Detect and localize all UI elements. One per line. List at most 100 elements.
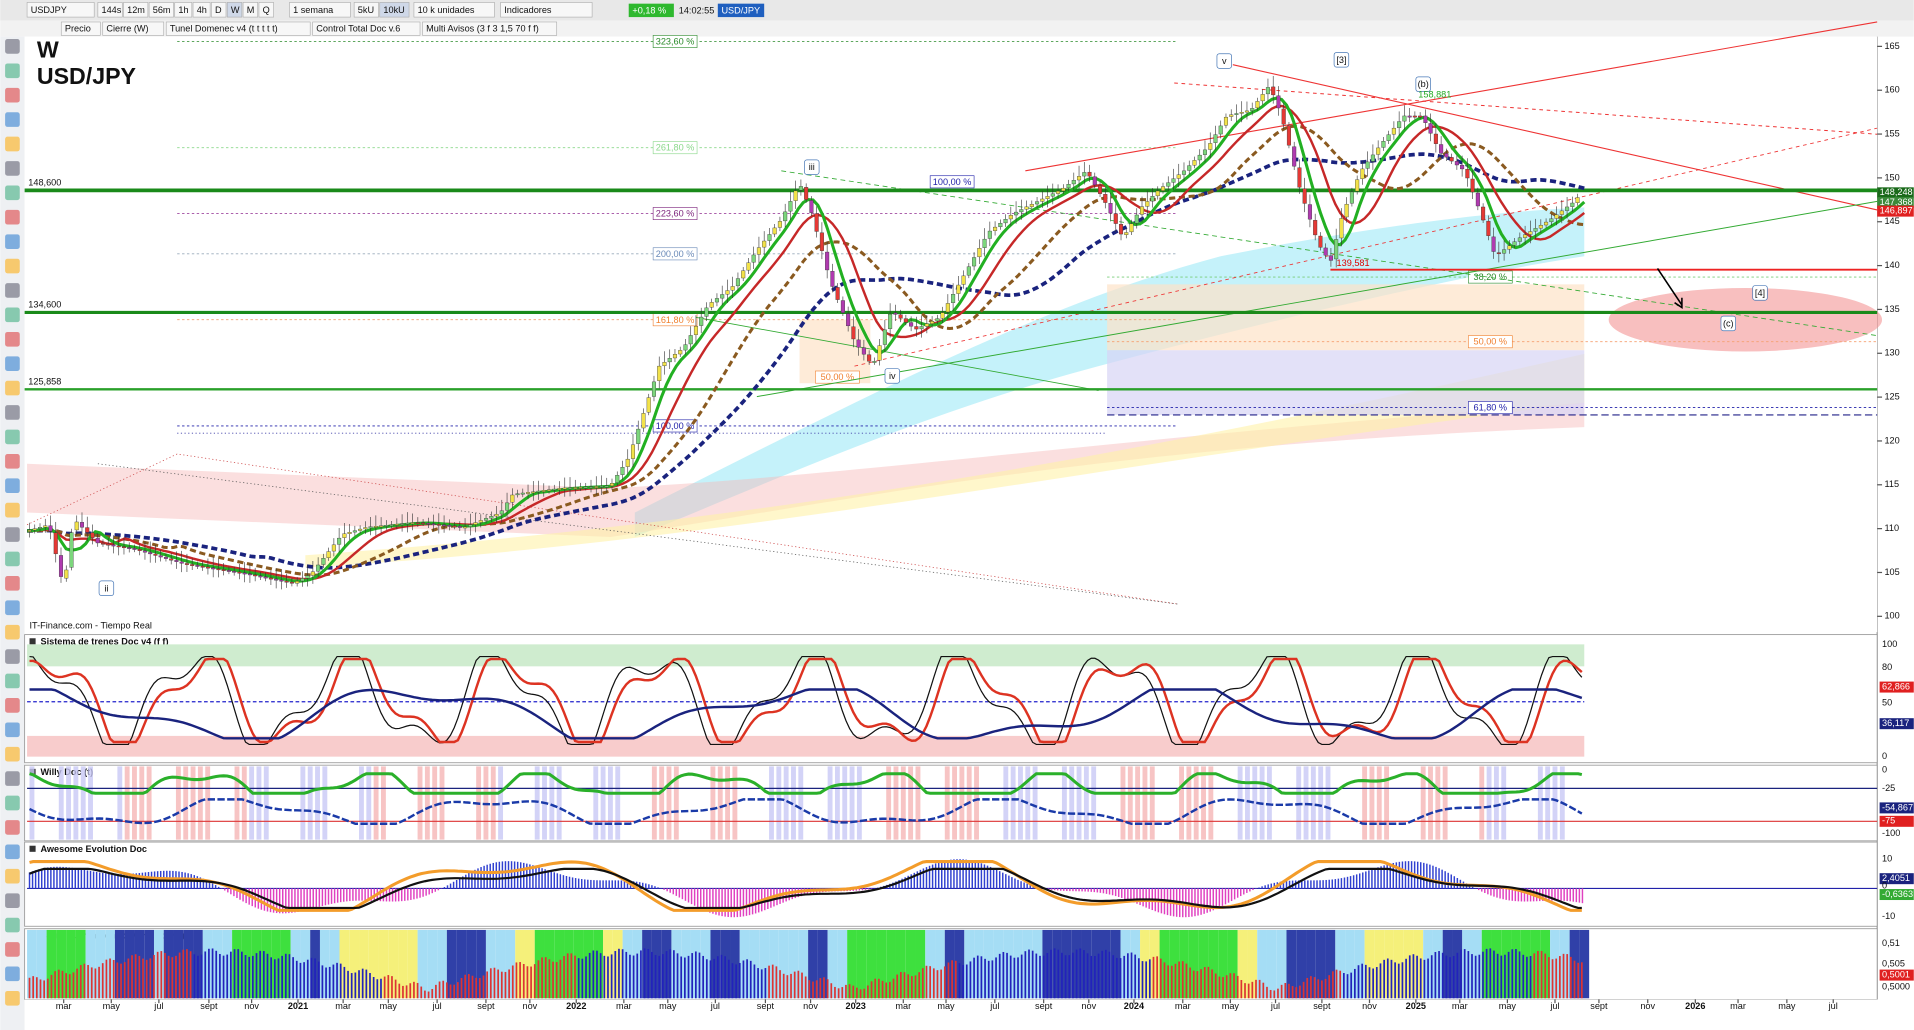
tool-icon[interactable]: [5, 283, 20, 298]
tool-icon[interactable]: [5, 478, 20, 494]
tool-icon[interactable]: [5, 868, 20, 884]
indicator-tag[interactable]: Cierre (W): [106, 24, 148, 34]
candle: [1202, 149, 1207, 155]
tool-icon[interactable]: [5, 331, 20, 347]
interval-button[interactable]: D: [215, 5, 222, 15]
regime-block: [466, 929, 477, 999]
candle: [919, 326, 924, 330]
tool-icon[interactable]: [5, 551, 20, 567]
regime-block: [56, 929, 67, 999]
tool-icon[interactable]: [5, 234, 20, 249]
indicator-tag-box[interactable]: [165, 21, 311, 36]
tool-icon[interactable]: [5, 39, 20, 54]
candle: [468, 524, 473, 527]
tool-icon[interactable]: [5, 820, 20, 835]
candle: [568, 487, 573, 490]
tool-icon[interactable]: [5, 698, 20, 713]
tool-icon[interactable]: [5, 161, 20, 176]
tool-icon[interactable]: [5, 795, 20, 811]
indicator-tag-box[interactable]: [312, 21, 421, 36]
interval-button-box[interactable]: [174, 2, 193, 18]
willy-green: [29, 772, 1583, 795]
tool-icon[interactable]: [5, 258, 20, 274]
regime-block: [1501, 929, 1512, 999]
interval-button-box[interactable]: [211, 2, 227, 18]
candle: [85, 527, 90, 533]
willy-stripe: [908, 766, 914, 840]
interval-button[interactable]: 1h: [178, 5, 188, 15]
symbol-select[interactable]: USDJPY: [31, 5, 67, 15]
tool-icon[interactable]: [5, 722, 20, 738]
tool-icon[interactable]: [5, 527, 20, 542]
indicator-tag-box[interactable]: [102, 21, 165, 36]
indicators-button-box[interactable]: [500, 2, 593, 18]
units-button-box[interactable]: [379, 2, 410, 18]
interval-button[interactable]: Q: [263, 5, 270, 15]
interval-button[interactable]: 144s: [102, 5, 122, 15]
interval-button[interactable]: 56m: [153, 5, 171, 15]
interval-button-box[interactable]: [148, 2, 174, 18]
tool-icon[interactable]: [5, 771, 20, 786]
tool-icon[interactable]: [5, 502, 20, 518]
tool-icon[interactable]: [5, 307, 20, 323]
tool-icon[interactable]: [5, 209, 20, 225]
interval-button-box[interactable]: [258, 2, 274, 18]
tool-icon[interactable]: [5, 844, 20, 860]
candle: [300, 578, 305, 582]
candle: [1019, 209, 1024, 213]
interval-button-box[interactable]: [192, 2, 211, 18]
tool-icon[interactable]: [5, 185, 20, 201]
tool-icon[interactable]: [5, 966, 20, 982]
interval-button-box[interactable]: [242, 2, 259, 18]
tool-icon[interactable]: [5, 576, 20, 591]
tool-icon[interactable]: [5, 624, 20, 640]
interval-button[interactable]: 4h: [197, 5, 207, 15]
candle: [699, 316, 704, 326]
indicator-tag[interactable]: Precio: [65, 24, 91, 34]
tool-icon[interactable]: [5, 87, 20, 103]
tool-icon[interactable]: [5, 112, 20, 127]
indicator-tag[interactable]: Control Total Doc v.6: [316, 24, 400, 34]
units-select-box[interactable]: [413, 2, 495, 18]
indicators-button[interactable]: Indicadores: [504, 5, 552, 15]
candle: [678, 350, 683, 355]
tool-icon[interactable]: [5, 893, 20, 908]
x-tick-label: nov: [1640, 1001, 1655, 1011]
period-select-box[interactable]: [289, 2, 351, 18]
tool-icon[interactable]: [5, 917, 20, 933]
tool-icon[interactable]: [5, 746, 20, 762]
tool-icon[interactable]: [5, 990, 20, 1006]
indicator-tag-box[interactable]: [60, 21, 101, 36]
tool-icon[interactable]: [5, 356, 20, 371]
candle: [1491, 236, 1496, 252]
tool-icon[interactable]: [5, 649, 20, 664]
interval-button[interactable]: M: [247, 5, 255, 15]
interval-button[interactable]: 12m: [127, 5, 145, 15]
units-button[interactable]: 5kU: [358, 5, 374, 15]
tool-icon[interactable]: [5, 63, 20, 79]
tool-icon[interactable]: [5, 136, 20, 152]
regime-block: [964, 929, 975, 999]
indicator-tag[interactable]: Multi Avisos (3 f 3 1,5 70 f f): [426, 24, 539, 34]
interval-button[interactable]: W: [231, 5, 240, 15]
regime-block: [66, 929, 76, 999]
units-select[interactable]: 10 k unidades: [418, 5, 475, 15]
indicator-tag[interactable]: Tunel Domenec v4 (t t t t t): [170, 24, 278, 34]
candle: [368, 526, 373, 529]
symbol-select-box[interactable]: [26, 2, 95, 18]
units-button[interactable]: 10kU: [383, 5, 404, 15]
tool-icon[interactable]: [5, 942, 20, 957]
tool-icon[interactable]: [5, 600, 20, 616]
indicator-tag-box[interactable]: [422, 21, 558, 36]
tool-icon[interactable]: [5, 380, 20, 396]
tool-icon[interactable]: [5, 453, 20, 469]
candle: [1035, 201, 1040, 205]
tool-icon[interactable]: [5, 673, 20, 689]
units-button-box[interactable]: [353, 2, 379, 18]
tool-icon[interactable]: [5, 405, 20, 420]
tool-icon[interactable]: [5, 429, 20, 445]
interval-button-box[interactable]: [226, 2, 243, 18]
interval-button-box[interactable]: [97, 2, 123, 18]
period-select[interactable]: 1 semana: [293, 5, 334, 15]
interval-button-box[interactable]: [123, 2, 149, 18]
